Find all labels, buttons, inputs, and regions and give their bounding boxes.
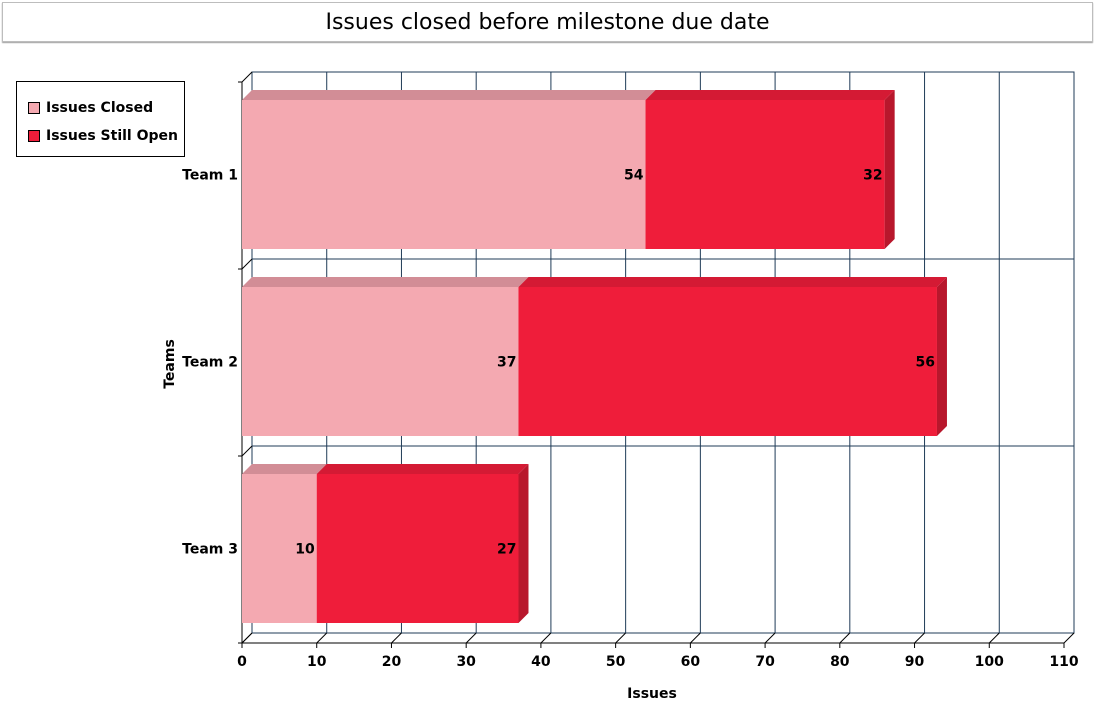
x-tick-label: 40 [531,654,551,670]
floor-line [540,632,552,644]
bar-value-label: 10 [295,542,315,558]
left-wall-line [241,445,253,457]
bar-segment-closed [242,464,327,623]
floor-line [839,632,851,644]
bar-value-label: 32 [863,168,882,184]
chart-labels: 0 10 20 30 40 50 60 70 80 90 100 110 54 32 Team 1 37 56 T… [182,168,1079,671]
x-tick-label: 70 [755,654,775,670]
left-wall-line [241,71,253,83]
x-tick-label: 80 [830,654,850,670]
floor-line [391,632,402,644]
bar-segment-closed [242,90,656,249]
x-tick-label: 50 [606,654,626,670]
floor-line [988,632,1000,644]
left-wall-line [241,632,253,644]
x-tick-label: 20 [382,654,402,670]
bar-front [242,474,317,623]
bar-top [242,277,529,287]
chart-legend: Issues Closed Issues Still Open [16,81,185,157]
bar-front [242,287,519,436]
x-tick-label: 30 [456,654,476,670]
bar-front [645,100,885,249]
bar-segment-open [645,90,895,249]
legend-label-closed: Issues Closed [46,100,154,116]
bar-top [518,277,947,287]
bar-top [242,90,656,100]
x-tick-label: 100 [975,654,1004,670]
y-tick-label: Team 2 [182,355,238,371]
bar-value-label: 37 [497,355,516,371]
bar-front [316,474,519,623]
bar-top [316,464,529,474]
legend-swatch-closed [28,102,40,114]
floor-line [316,632,328,644]
x-tick-label: 90 [905,654,925,670]
bar-side [884,90,895,249]
floor-line [764,632,776,644]
floor-line [690,632,701,644]
x-tick-label: 60 [681,654,701,670]
legend-item-open: Issues Still Open [17,122,184,150]
bar-top [242,464,327,474]
y-tick-label: Team 3 [182,542,238,558]
left-wall-line [241,258,253,270]
x-tick-label: 0 [237,654,247,670]
legend-swatch-open [28,130,40,142]
x-tick-label: 110 [1049,654,1078,670]
bar-front [518,287,937,436]
bar-value-label: 54 [624,168,644,184]
bar-top [645,90,895,100]
x-tick-label: 10 [307,654,327,670]
bar-side [518,464,529,623]
legend-label-open: Issues Still Open [46,128,178,144]
bar-segment-open [316,464,529,623]
bar-front [242,100,646,249]
bar-value-label: 27 [497,542,516,558]
bar-segment-closed [242,277,529,436]
bar-side [936,277,947,436]
y-tick-label: Team 1 [182,168,238,184]
legend-item-closed: Issues Closed [17,94,184,122]
y-axis-label: Teams [162,339,178,389]
floor-line [914,632,925,644]
bar-value-label: 56 [915,355,934,371]
floor-line [465,632,477,644]
chart-bars [242,90,947,623]
x-axis-label: Issues [627,686,677,702]
floor-line [1063,632,1075,644]
bar-segment-open [518,277,947,436]
chart-title: Issues closed before milestone due date [2,2,1093,42]
floor-line [615,632,626,644]
